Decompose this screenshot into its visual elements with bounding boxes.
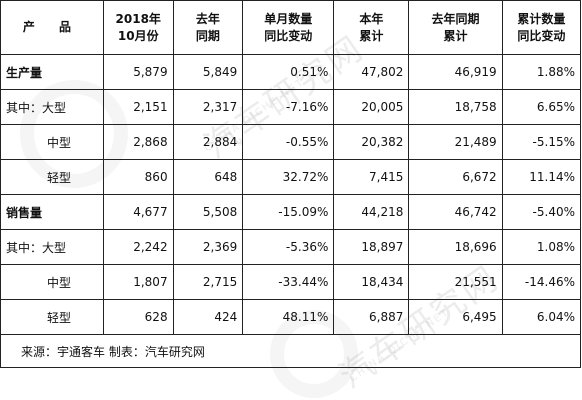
table-cell: 6,672 <box>408 159 503 195</box>
table-row: 轻型 628 424 48.11% 6,887 6,495 6.04% <box>0 299 582 335</box>
table-cell: 1,807 <box>102 264 174 300</box>
table-body: 生产量 5,879 5,849 0.51% 47,802 46,919 1.88% 其中：大型… <box>0 54 582 368</box>
table-cell: 21,551 <box>408 264 503 300</box>
table-cell: 1.08% <box>501 229 582 265</box>
table-row: 其中：大型 2,242 2,369 -5.36% 18,897 18,696 1.08% <box>0 229 582 265</box>
column-header-line: 单月数量 <box>264 11 313 26</box>
column-header: 单月数量 同比变动 <box>242 0 335 55</box>
table-cell: 424 <box>172 299 244 335</box>
table-cell: 2,868 <box>102 124 174 160</box>
row-label: 其中：大型 <box>0 229 104 265</box>
column-header-line: 同比变动 <box>264 28 313 43</box>
column-header-line: 去年同期 <box>431 11 480 26</box>
table-row: 轻型 860 648 32.72% 7,415 6,672 11.14% <box>0 159 582 195</box>
column-header-line: 累计 <box>359 28 384 43</box>
table-cell: 20,005 <box>333 89 410 125</box>
table-cell: 2,369 <box>172 229 244 265</box>
table-cell: 11.14% <box>501 159 582 195</box>
table-row: 中型 2,868 2,884 -0.55% 20,382 21,489 -5.15% <box>0 124 582 160</box>
table-cell: 6.65% <box>501 89 582 125</box>
table-cell: 0.51% <box>242 54 335 90</box>
row-label: 轻型 <box>0 159 104 195</box>
table-cell: 18,434 <box>333 264 410 300</box>
table-cell: 2,242 <box>102 229 174 265</box>
column-header-line: 去年 <box>195 11 220 26</box>
table-cell: 2,884 <box>172 124 244 160</box>
table-cell: -5.40% <box>501 194 582 230</box>
table-cell: 628 <box>102 299 174 335</box>
column-header: 2018年 10月份 <box>102 0 174 55</box>
table-cell: -15.09% <box>242 194 335 230</box>
row-label: 中型 <box>0 124 104 160</box>
column-header-line: 同比变动 <box>517 28 566 43</box>
table-cell: 6,887 <box>333 299 410 335</box>
table-cell: 20,382 <box>333 124 410 160</box>
table-cell: 860 <box>102 159 174 195</box>
row-label: 销售量 <box>0 194 104 230</box>
column-header: 产 品 <box>0 0 104 55</box>
column-header: 本年 累计 <box>333 0 410 55</box>
table-cell: 5,879 <box>102 54 174 90</box>
row-label: 生产量 <box>0 54 104 90</box>
table-cell: 6,495 <box>408 299 503 335</box>
column-header-line: 2018年 <box>115 11 161 26</box>
table-cell: 48.11% <box>242 299 335 335</box>
source-note: 来源：宇通客车 制表：汽车研究网 <box>0 334 581 368</box>
column-header-line: 产 品 <box>22 20 82 34</box>
table-cell: -7.16% <box>242 89 335 125</box>
table-cell: 2,715 <box>172 264 244 300</box>
row-label: 中型 <box>0 264 104 300</box>
column-header: 去年同期 累计 <box>408 0 503 55</box>
table-cell: 21,489 <box>408 124 503 160</box>
column-header-line: 10月份 <box>117 28 159 43</box>
table-cell: 6.04% <box>501 299 582 335</box>
column-header-line: 累计 <box>443 28 468 43</box>
sales-production-table: 产 品 2018年 10月份 去年 同期 单月数量 同比变动 本年 累计 去年同期 累计 累计数量 同比… <box>0 0 582 368</box>
table-cell: -5.15% <box>501 124 582 160</box>
table-cell: 18,897 <box>333 229 410 265</box>
table-cell: 32.72% <box>242 159 335 195</box>
table-cell: 4,677 <box>102 194 174 230</box>
table-cell: -33.44% <box>242 264 335 300</box>
table-cell: 46,919 <box>408 54 503 90</box>
column-header-line: 本年 <box>359 11 384 26</box>
table-row: 生产量 5,879 5,849 0.51% 47,802 46,919 1.88% <box>0 54 582 90</box>
column-header-line: 累计数量 <box>517 11 566 26</box>
table-row: 销售量 4,677 5,508 -15.09% 44,218 46,742 -5.40% <box>0 194 582 230</box>
table-cell: 2,151 <box>102 89 174 125</box>
table-row: 中型 1,807 2,715 -33.44% 18,434 21,551 -14.46% <box>0 264 582 300</box>
table-cell: 5,508 <box>172 194 244 230</box>
table-cell: 2,317 <box>172 89 244 125</box>
table-cell: 46,742 <box>408 194 503 230</box>
table-cell: 47,802 <box>333 54 410 90</box>
table-cell: 18,696 <box>408 229 503 265</box>
table-cell: 44,218 <box>333 194 410 230</box>
source-note-row: 来源：宇通客车 制表：汽车研究网 <box>0 334 581 368</box>
table-row: 其中：大型 2,151 2,317 -7.16% 20,005 18,758 6.65% <box>0 89 582 125</box>
column-header: 去年 同期 <box>172 0 244 55</box>
row-label: 轻型 <box>0 299 104 335</box>
table-cell: 5,849 <box>172 54 244 90</box>
table-cell: -5.36% <box>242 229 335 265</box>
column-header: 累计数量 同比变动 <box>501 0 582 55</box>
table-header-row: 产 品 2018年 10月份 去年 同期 单月数量 同比变动 本年 累计 去年同期 累计 累计数量 同比… <box>0 0 582 55</box>
table-cell: 7,415 <box>333 159 410 195</box>
table-cell: 1.88% <box>501 54 582 90</box>
table-cell: -14.46% <box>501 264 582 300</box>
table-cell: 18,758 <box>408 89 503 125</box>
column-header-line: 同期 <box>195 28 220 43</box>
table-cell: 648 <box>172 159 244 195</box>
table-cell: -0.55% <box>242 124 335 160</box>
row-label: 其中：大型 <box>0 89 104 125</box>
